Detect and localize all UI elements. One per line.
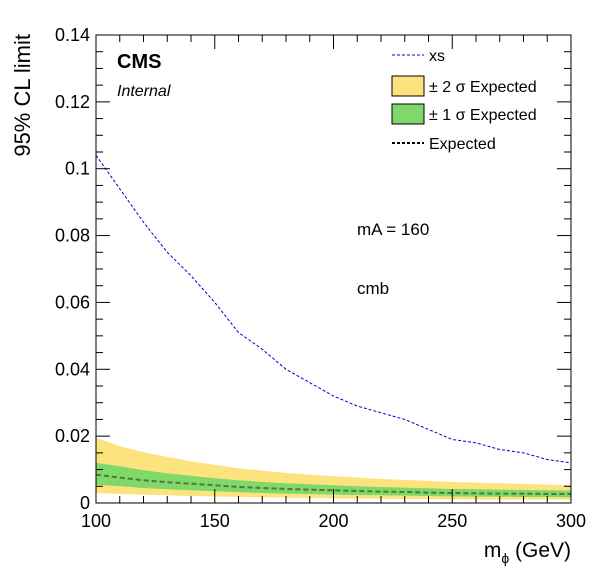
mass-annotation: mA = 160 (357, 220, 429, 239)
y-tick-label: 0.04 (55, 359, 90, 379)
legend-label: ± 2 σ Expected (429, 79, 537, 96)
expected-bands (96, 437, 571, 500)
x-tick-label: 150 (200, 511, 230, 531)
x-tick-label: 300 (556, 511, 586, 531)
series-line-xs (95, 155, 572, 464)
y-tick-label: 0.12 (55, 92, 90, 112)
y-tick-label: 0.08 (55, 226, 90, 246)
y-tick-label: 0.14 (55, 25, 90, 45)
cms-label: CMS (117, 51, 161, 73)
legend-label: ± 1 σ Expected (429, 107, 537, 124)
channel-annotation: cmb (357, 279, 389, 298)
x-axis-label-rest: (GeV) (509, 539, 571, 562)
legend-swatch (391, 103, 425, 125)
tick-labels: 100 150 200 250 300 0 0.02 0.04 0.06 0.08 0.1 0.12 0… (55, 25, 586, 531)
legend-label: xs (429, 48, 445, 65)
x-tick-label: 250 (437, 511, 467, 531)
y-tick-label: 0.1 (65, 159, 90, 179)
y-tick-label: 0 (80, 493, 90, 513)
axis-ticks (95, 34, 572, 504)
x-axis-label: mϕ (GeV) (484, 539, 571, 566)
y-axis-label: 95% CL limit (10, 34, 35, 157)
legend-label: Expected (429, 136, 496, 153)
internal-label: Internal (117, 83, 171, 100)
x-axis-label-base: m (484, 539, 502, 562)
y-tick-label: 0.06 (55, 292, 90, 312)
x-axis-label-subscript: ϕ (501, 550, 509, 566)
x-tick-label: 200 (318, 511, 348, 531)
series-line-expected (95, 473, 571, 495)
y-tick-label: 0.02 (55, 426, 90, 446)
limit-lines (95, 155, 572, 495)
plot-frame (95, 34, 572, 504)
legend-swatch (391, 75, 425, 97)
band-one-sigma (96, 462, 571, 498)
legend: xs ± 2 σ Expected ± 1 σ Expected Expected (391, 48, 537, 153)
x-tick-label: 100 (81, 511, 111, 531)
